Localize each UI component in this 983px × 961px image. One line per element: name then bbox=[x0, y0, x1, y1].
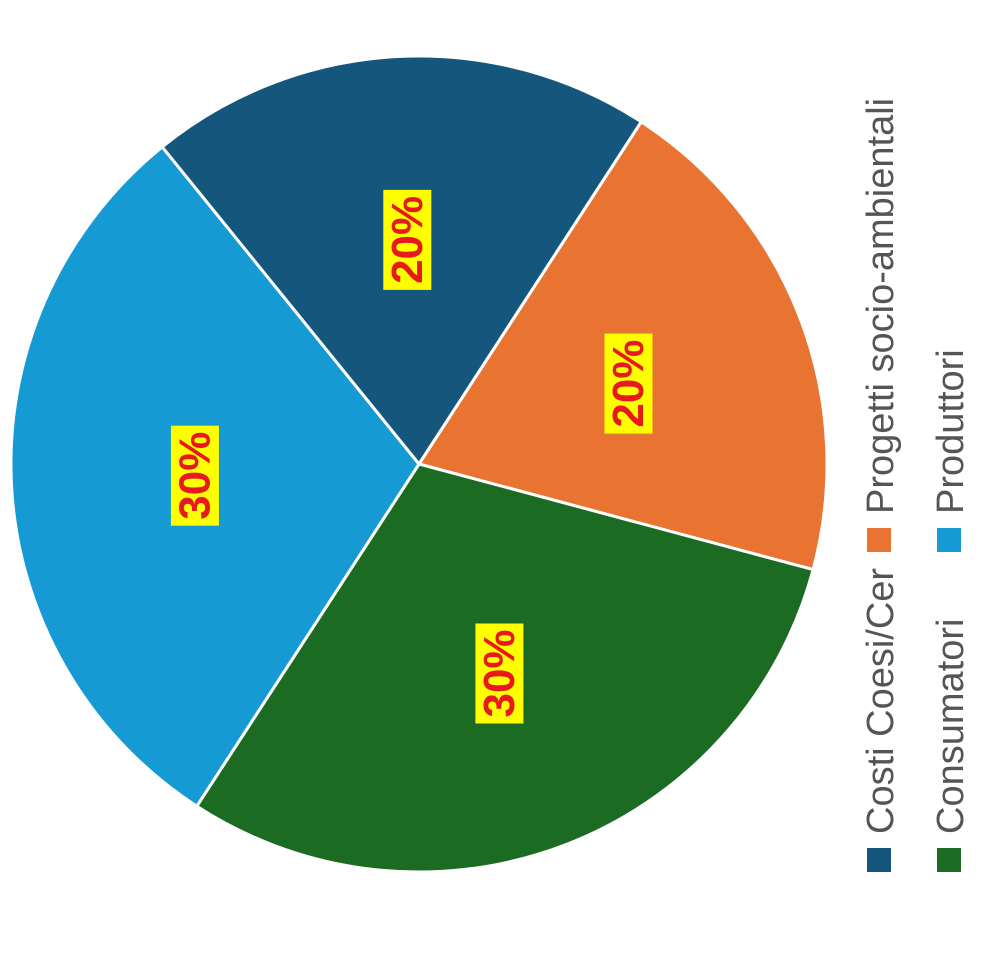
data-label-text: 30% bbox=[170, 432, 219, 520]
data-label-costi-coesi-cer: 20% bbox=[383, 189, 432, 290]
data-label-text: 30% bbox=[475, 629, 524, 717]
legend-swatch bbox=[937, 848, 961, 872]
legend-swatch bbox=[867, 528, 891, 552]
legend-item-consumatori: Consumatori bbox=[930, 619, 972, 872]
legend-label: Produttori bbox=[930, 349, 972, 514]
legend-label: Consumatori bbox=[930, 619, 972, 834]
legend-item-costi-coesi-cer: Costi Coesi/Cer bbox=[860, 568, 902, 872]
pie-slices bbox=[9, 54, 829, 874]
data-label-produttori: 30% bbox=[170, 425, 219, 526]
legend-swatch bbox=[937, 528, 961, 552]
legend-label: Progetti socio-ambientali bbox=[860, 98, 902, 514]
data-label-background bbox=[475, 623, 524, 724]
data-label-progetti-socio-ambientali: 20% bbox=[604, 333, 653, 434]
data-label-text: 20% bbox=[383, 196, 432, 284]
data-label-text: 20% bbox=[604, 340, 653, 428]
legend-item-produttori: Produttori bbox=[930, 349, 972, 552]
data-label-background bbox=[170, 425, 219, 526]
chart-legend: Costi Coesi/Cer Progetti socio-ambientali… bbox=[860, 98, 972, 872]
data-label-background bbox=[604, 333, 653, 434]
data-label-consumatori: 30% bbox=[475, 623, 524, 724]
legend-item-progetti-socio-ambientali: Progetti socio-ambientali bbox=[860, 98, 902, 552]
pie-data-labels: 20% 30% 30% 20% bbox=[170, 189, 653, 724]
data-label-background bbox=[383, 189, 432, 290]
legend-swatch bbox=[867, 848, 891, 872]
legend-label: Costi Coesi/Cer bbox=[860, 568, 902, 834]
